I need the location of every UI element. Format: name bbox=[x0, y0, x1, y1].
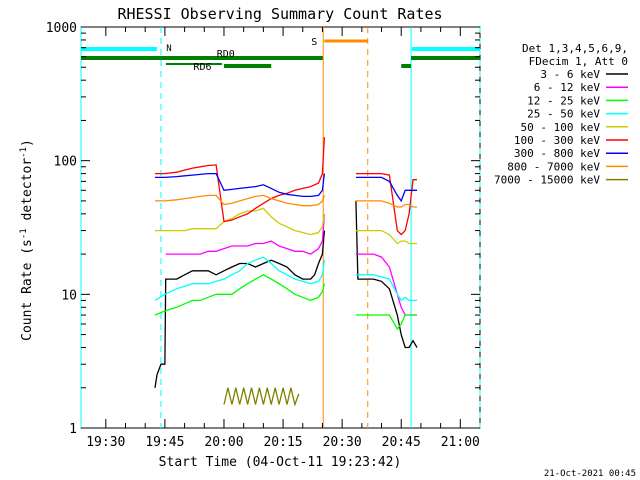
footer-timestamp: 21-Oct-2021 00:45 bbox=[544, 469, 636, 479]
series-line-12-25-keV-after-gap bbox=[355, 314, 417, 331]
axes-layer: 1 10 100 1000 19:30 19:45 20:00 20:15 20:30 20:45… bbox=[46, 21, 480, 450]
chart-title: RHESSI Observing Summary Count Rates bbox=[117, 5, 442, 23]
decimation-label: RD0 bbox=[217, 49, 235, 60]
y-axis-label-mid: detector bbox=[20, 158, 35, 229]
attenuator-label: S bbox=[311, 37, 317, 48]
y-tick-label: 1000 bbox=[46, 21, 77, 36]
series-line-6-12-keV-after-gap bbox=[355, 253, 417, 316]
legend: Det 1,3,4,5,6,9,FDecim 1, Att 03 - 6 keV… bbox=[494, 42, 628, 187]
series-line-7000-15000-keV bbox=[223, 387, 300, 407]
y-axis-label-sup2: -1 bbox=[19, 147, 29, 158]
y-axis-label: Count Rate (s-1 detector-1) bbox=[19, 139, 35, 341]
series-line-50-100-keV-after-gap bbox=[355, 229, 417, 245]
series-line-3-6-keV-after-gap bbox=[355, 200, 418, 349]
series-layer bbox=[154, 137, 418, 407]
legend-entry: 7000 - 15000 keV bbox=[494, 174, 600, 187]
x-tick-label: 21:00 bbox=[441, 435, 480, 450]
plot-frame bbox=[80, 26, 481, 429]
series-line-25-50-keV bbox=[154, 256, 326, 301]
y-tick-label: 100 bbox=[54, 155, 77, 170]
decimation-label: RD6 bbox=[193, 62, 211, 73]
x-axis-label: Start Time (04-Oct-11 19:23:42) bbox=[159, 455, 402, 470]
legend-entry: 25 - 50 keV bbox=[527, 108, 600, 121]
plot-border bbox=[80, 26, 481, 429]
legend-entry: 12 - 25 keV bbox=[527, 94, 600, 107]
series-line-300-800-keV-after-gap bbox=[355, 176, 417, 203]
series-line-12-25-keV bbox=[154, 274, 326, 316]
series-line-300-800-keV bbox=[155, 172, 326, 198]
y-axis-label-main: Count Rate (s bbox=[20, 239, 35, 341]
legend-entry: 6 - 12 keV bbox=[534, 81, 601, 94]
legend-entry: 300 - 800 keV bbox=[514, 147, 600, 160]
legend-entry: 800 - 7000 keV bbox=[507, 160, 600, 173]
legend-entry: 100 - 300 keV bbox=[514, 134, 600, 147]
x-tick-label: 20:45 bbox=[382, 435, 421, 450]
legend-entry: 3 - 6 keV bbox=[540, 68, 600, 81]
legend-entry: 50 - 100 keV bbox=[521, 121, 601, 134]
series-line-50-100-keV bbox=[155, 207, 326, 236]
x-tick-label: 19:45 bbox=[145, 435, 184, 450]
series-line-25-50-keV-after-gap bbox=[355, 274, 417, 302]
x-tick-label: 20:15 bbox=[263, 435, 302, 450]
status-markers: RD6 RD0 N S bbox=[80, 27, 481, 428]
series-line-3-6-keV bbox=[154, 230, 326, 388]
y-tick-label: 1 bbox=[69, 422, 77, 437]
svg-text:Count Rate (s-1 detector-1): Count Rate (s-1 detector-1) bbox=[19, 139, 35, 341]
legend-header: FDecim 1, Att 0 bbox=[529, 55, 628, 68]
x-tick-label: 19:30 bbox=[86, 435, 125, 450]
x-tick-label: 20:00 bbox=[204, 435, 243, 450]
series-line-800-7000-keV-after-gap bbox=[355, 200, 417, 208]
series-line-800-7000-keV bbox=[155, 194, 326, 207]
y-axis-label-sup1: -1 bbox=[19, 228, 29, 239]
night-label: N bbox=[166, 44, 171, 54]
y-axis-label-end: ) bbox=[20, 139, 35, 147]
legend-header: Det 1,3,4,5,6,9, bbox=[522, 42, 628, 55]
series-line-100-300-keV bbox=[155, 137, 326, 223]
series-line-100-300-keV-after-gap bbox=[355, 172, 417, 236]
x-tick-label: 20:30 bbox=[323, 435, 362, 450]
y-tick-label: 10 bbox=[61, 288, 77, 303]
series-line-6-12-keV bbox=[165, 213, 326, 255]
